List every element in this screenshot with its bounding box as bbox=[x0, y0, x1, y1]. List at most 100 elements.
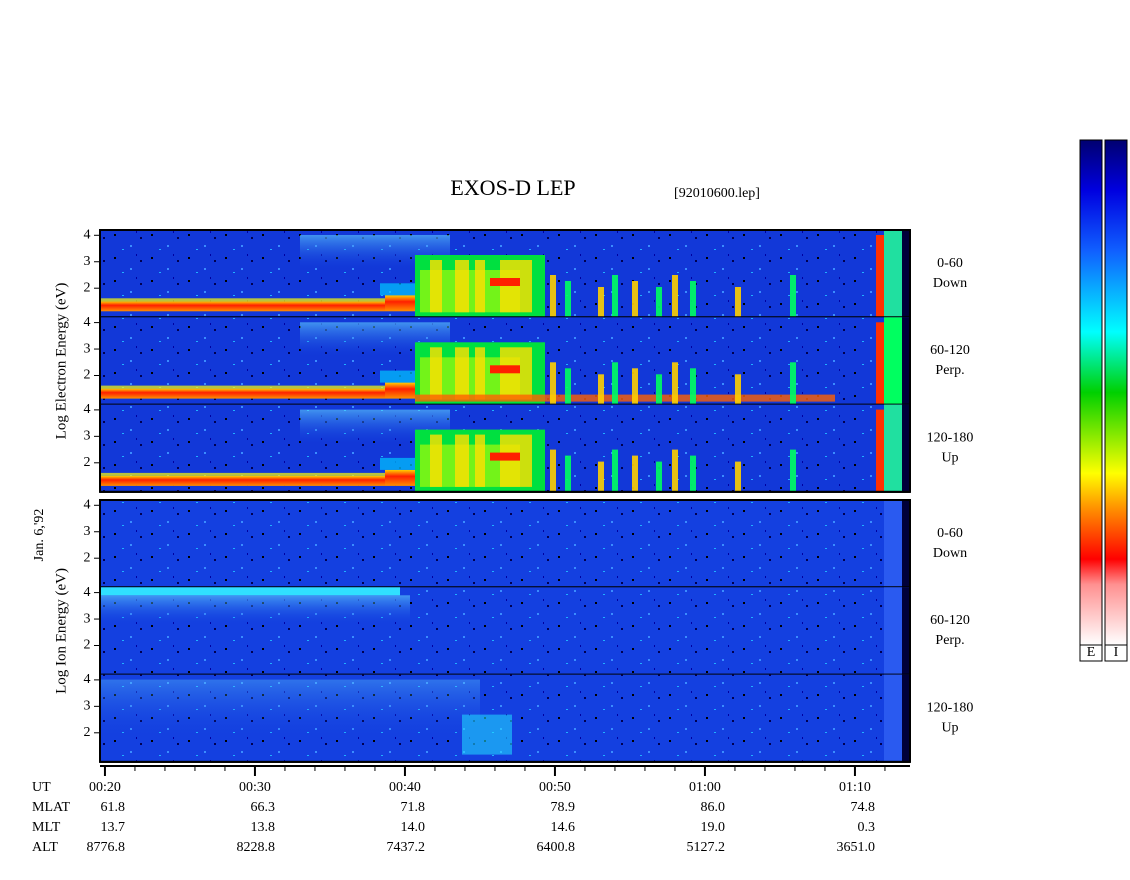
ephemeris-value: 66.3 bbox=[250, 800, 275, 815]
spectrogram-region bbox=[565, 455, 571, 492]
spectrogram-region bbox=[690, 281, 696, 318]
date-label: Jan. 6,'92 bbox=[32, 509, 47, 562]
spectrogram-region bbox=[735, 461, 741, 492]
spectrogram-region bbox=[884, 317, 902, 405]
y-tick-label: 2 bbox=[84, 550, 91, 565]
spectrogram-region bbox=[656, 287, 662, 318]
direction-label: Perp. bbox=[935, 363, 964, 378]
spectrogram-region bbox=[520, 434, 532, 487]
ephemeris-value: 14.6 bbox=[550, 820, 575, 835]
spectrogram-region bbox=[550, 362, 556, 405]
angle-label: 0-60 bbox=[937, 526, 963, 541]
spectrogram-region bbox=[550, 449, 556, 492]
ephemeris-value: 0.3 bbox=[857, 820, 875, 835]
x-tick-label: 00:20 bbox=[89, 780, 121, 795]
spectrogram-region bbox=[598, 374, 604, 405]
spectrogram-region bbox=[735, 374, 741, 405]
spectrogram-region bbox=[690, 368, 696, 405]
spectrogram-region bbox=[656, 374, 662, 405]
x-tick-label: 01:00 bbox=[689, 780, 721, 795]
spectrogram-region bbox=[902, 674, 910, 762]
spectrogram-region bbox=[902, 500, 910, 588]
spectrogram-region bbox=[385, 469, 415, 486]
spectrogram-region bbox=[790, 362, 796, 405]
y-tick-label: 3 bbox=[84, 524, 91, 539]
spectrogram-region bbox=[475, 434, 485, 487]
spectrogram-region bbox=[415, 394, 835, 402]
spectrogram-region bbox=[100, 679, 480, 740]
panel-frame bbox=[99, 229, 911, 493]
y-tick-label: 4 bbox=[84, 402, 91, 417]
direction-label: Up bbox=[941, 720, 958, 735]
y-tick-label: 3 bbox=[84, 699, 91, 714]
spectrogram-region bbox=[380, 457, 415, 470]
colorbar bbox=[1079, 139, 1103, 646]
ephemeris-value: 13.7 bbox=[100, 820, 125, 835]
y-tick-label: 4 bbox=[84, 315, 91, 330]
y-tick-label: 2 bbox=[84, 455, 91, 470]
ephemeris-value: 3651.0 bbox=[836, 840, 875, 855]
spectrogram-region bbox=[100, 388, 385, 399]
ephemeris-value: 19.0 bbox=[700, 820, 725, 835]
spectrogram-region bbox=[735, 287, 741, 318]
ephemeris-value: 78.9 bbox=[550, 800, 575, 815]
spectrogram-region bbox=[876, 235, 884, 318]
spectrogram-region bbox=[430, 347, 442, 400]
spectrogram-region bbox=[884, 404, 902, 492]
panel-label: Log Ion Energy (eV) bbox=[53, 568, 69, 694]
spectrogram-region bbox=[672, 449, 678, 492]
spectrogram-region bbox=[475, 260, 485, 313]
spectrogram-region bbox=[632, 368, 638, 405]
spectrogram-region bbox=[430, 434, 442, 487]
spectrogram-region bbox=[550, 275, 556, 318]
colorbar bbox=[1104, 139, 1128, 646]
spectrogram-region bbox=[632, 455, 638, 492]
angle-label: 60-120 bbox=[930, 343, 970, 358]
spectrogram-region bbox=[385, 295, 415, 312]
spectrogram-region bbox=[490, 452, 520, 461]
spectrogram-region bbox=[380, 283, 415, 296]
angle-label: 120-180 bbox=[927, 700, 974, 715]
ephemeris-name: MLT bbox=[32, 820, 61, 835]
angle-label: 0-60 bbox=[937, 256, 963, 271]
spectrogram-region bbox=[790, 449, 796, 492]
spectrogram-region bbox=[902, 587, 910, 675]
spectrogram-region bbox=[500, 347, 520, 400]
y-tick-label: 3 bbox=[84, 254, 91, 269]
spectrogram-region bbox=[500, 260, 520, 313]
colorbar-label-box bbox=[1079, 644, 1103, 662]
y-tick-label: 3 bbox=[84, 341, 91, 356]
panel-frame bbox=[99, 499, 911, 763]
spectrogram-region bbox=[565, 368, 571, 405]
spectrogram-region bbox=[100, 301, 385, 312]
y-tick-label: 2 bbox=[84, 280, 91, 295]
colorbar-label: I bbox=[1114, 645, 1119, 660]
spectrogram-region bbox=[690, 455, 696, 492]
spectrogram-region bbox=[490, 365, 520, 374]
ephemeris-value: 74.8 bbox=[850, 800, 875, 815]
spectrogram-region bbox=[632, 281, 638, 318]
x-tick-label: 00:30 bbox=[239, 780, 271, 795]
x-tick-label: 00:40 bbox=[389, 780, 421, 795]
spectrogram-region bbox=[790, 275, 796, 318]
y-tick-label: 2 bbox=[84, 725, 91, 740]
panel-label: Log Electron Energy (eV) bbox=[53, 283, 69, 440]
direction-label: Down bbox=[933, 546, 967, 561]
spectrogram-region bbox=[455, 347, 469, 400]
x-tick-label: 00:50 bbox=[539, 780, 571, 795]
direction-label: Up bbox=[941, 450, 958, 465]
y-tick-label: 4 bbox=[84, 585, 91, 600]
spectrogram-region bbox=[520, 260, 532, 313]
chart-subtitle: [92010600.lep] bbox=[674, 186, 760, 201]
spectrogram-region bbox=[876, 322, 884, 405]
angle-label: 120-180 bbox=[927, 430, 974, 445]
spectrogram-region bbox=[884, 587, 902, 675]
y-tick-label: 4 bbox=[84, 672, 91, 687]
spectrogram-region bbox=[455, 434, 469, 487]
spectrogram-region bbox=[612, 275, 618, 318]
y-tick-label: 3 bbox=[84, 429, 91, 444]
spectrogram-region bbox=[100, 385, 385, 389]
spectrogram-region bbox=[884, 230, 902, 318]
